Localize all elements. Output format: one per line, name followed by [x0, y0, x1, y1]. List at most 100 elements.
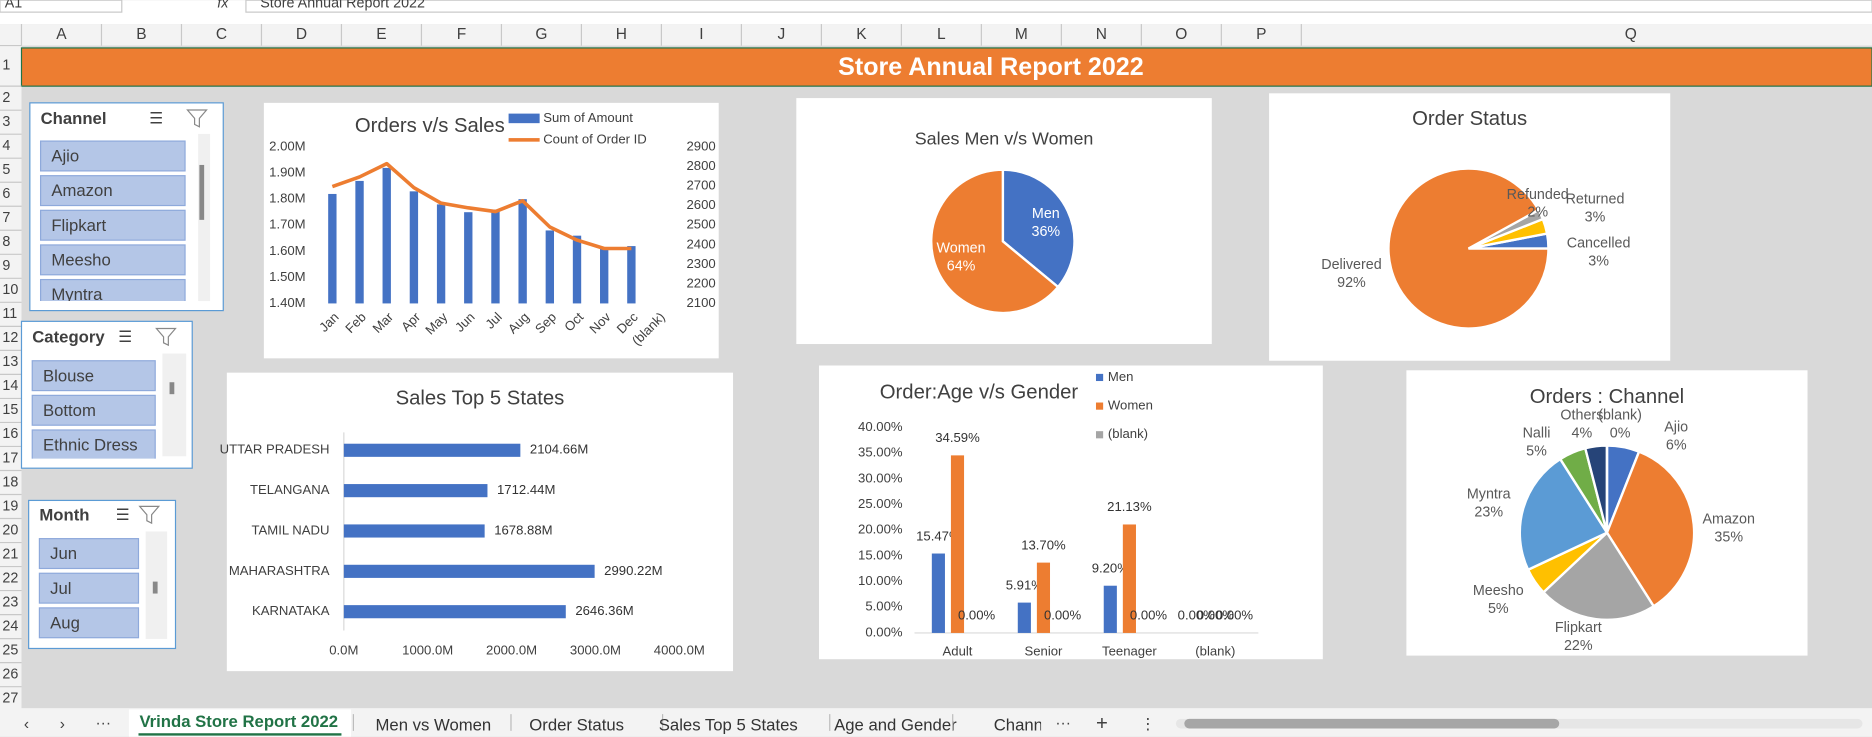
- slicer-scroll-thumb[interactable]: [169, 382, 175, 395]
- bar: [1103, 585, 1117, 633]
- slicer-item[interactable]: [38, 607, 140, 639]
- pie-label-name: Delivered: [1321, 257, 1381, 273]
- pie-label: Meesho 5%: [1473, 583, 1524, 617]
- y-tick-label: 30.00%: [858, 470, 903, 485]
- row-header: 14: [2, 378, 18, 394]
- h-scroll-thumb[interactable]: [1184, 718, 1560, 729]
- name-box[interactable]: [0, 0, 123, 13]
- slicer-item-label: Bottom: [43, 401, 96, 420]
- slicer-title: Category: [32, 327, 105, 346]
- x-tick-label: Senior: [1024, 644, 1063, 659]
- tab-next[interactable]: ›: [60, 716, 65, 733]
- pie-label-name: Cancelled: [1567, 236, 1631, 252]
- bar: [1122, 524, 1136, 633]
- pie-label: Delivered 92%: [1321, 257, 1381, 291]
- clear-filter-icon[interactable]: [155, 327, 177, 347]
- multi-select-icon: ☰: [116, 507, 130, 524]
- pie-slice: [1518, 457, 1609, 572]
- pie-label: Ajio 6%: [1664, 419, 1688, 453]
- sheet-tab[interactable]: Chann: [994, 715, 1043, 734]
- y-tick-label: 5.00%: [865, 599, 903, 614]
- y-tick-label: 2.00M: [269, 139, 305, 154]
- title-banner: [20, 47, 1872, 87]
- pie-label-name: Women: [937, 240, 986, 256]
- y-tick-label: 1.70M: [269, 217, 305, 232]
- row-header: 8: [2, 234, 10, 250]
- slicer-item[interactable]: [39, 278, 186, 310]
- slicer-frame: [29, 102, 224, 312]
- y-tick-label: 40.00%: [858, 419, 903, 434]
- row-header: 22: [2, 570, 18, 586]
- data-label: 21.13%: [1107, 499, 1152, 514]
- pie-label-value: 3%: [1588, 253, 1609, 269]
- row-header: 20: [2, 522, 18, 538]
- formula-text: Store Annual Report 2022: [260, 0, 425, 12]
- bar: [464, 212, 473, 304]
- row-header: 5: [2, 162, 10, 178]
- formula-input[interactable]: [245, 0, 1872, 13]
- slicer-item[interactable]: [39, 140, 186, 172]
- row-header: 10: [2, 282, 18, 298]
- bar: [518, 199, 527, 304]
- chart-title: Order Status: [1412, 108, 1527, 130]
- chart: Orders v/s Sales 1.40M 1.50M 1.60M 1.70M 1.80…: [263, 102, 719, 359]
- sheet-tab[interactable]: Vrinda Store Report 2022: [139, 712, 338, 731]
- y-tick-label: 15.00%: [858, 547, 903, 562]
- pie-label-name: Refunded: [1507, 187, 1569, 203]
- slicer-item[interactable]: [39, 244, 186, 276]
- y2-tick-label: 2100: [686, 295, 715, 310]
- tab-more[interactable]: ···: [96, 715, 112, 732]
- y-tick-label: 25.00%: [858, 496, 903, 511]
- sheet-tab[interactable]: Age and Gender: [834, 715, 957, 734]
- pie-label: Returned 3%: [1566, 191, 1625, 225]
- slicer-scroll-thumb[interactable]: [152, 581, 158, 594]
- slicer-item-label: Myntra: [51, 285, 103, 304]
- clear-filter-icon[interactable]: [186, 109, 208, 128]
- pie-label-name: Others: [1560, 407, 1603, 423]
- row-header: 9: [2, 258, 10, 274]
- pie-label-value: 64%: [947, 258, 976, 274]
- y2-tick-label: 2900: [686, 139, 715, 154]
- clear-filter-icon[interactable]: [138, 505, 161, 525]
- slicer-item[interactable]: [31, 360, 156, 392]
- pie-label-value: 5%: [1488, 601, 1509, 617]
- slicer-item-label: Ajio: [51, 147, 79, 166]
- pie-slice: [1605, 450, 1696, 608]
- pie-label-name: Amazon: [1702, 511, 1755, 527]
- row-header: 6: [2, 186, 10, 202]
- bar: [545, 230, 555, 304]
- chart: Sales Top 5 States 0.0M 1000.0M 2000.0M 3000…: [220, 372, 734, 672]
- pie-slice: [1387, 167, 1550, 330]
- y-tick-label: 35.00%: [858, 445, 903, 460]
- data-label: 1678.88M: [494, 522, 552, 537]
- slicer-item[interactable]: [39, 175, 186, 207]
- x-tick-label: 0.0M: [329, 642, 358, 657]
- chart: Sales Men v/s Women Men 36% Women 64%: [796, 98, 1212, 345]
- slicer-item[interactable]: [31, 429, 156, 460]
- slicer-item[interactable]: [39, 209, 186, 241]
- row-header: 26: [2, 666, 18, 682]
- pie-label: Amazon 35%: [1702, 511, 1755, 545]
- pie-label-value: 23%: [1474, 504, 1503, 520]
- bar: [1017, 602, 1031, 633]
- tab-prev[interactable]: ‹: [24, 716, 29, 733]
- sheet-menu[interactable]: ⋮: [1140, 716, 1156, 733]
- active-tab: [128, 709, 351, 737]
- data-label: 0.00%: [958, 608, 996, 623]
- pie-label-name: Flipkart: [1555, 620, 1602, 636]
- sheet-tab[interactable]: Sales Top 5 States: [659, 715, 798, 734]
- slicer: Category ☰ Blouse Bottom Ethnic Dress: [20, 320, 193, 469]
- add-sheet[interactable]: +: [1096, 713, 1108, 735]
- slicer-item[interactable]: [38, 572, 140, 604]
- slicer-item[interactable]: [31, 394, 156, 426]
- bar: [343, 524, 485, 538]
- column-header: O: [1175, 26, 1187, 43]
- slicer-scroll-thumb[interactable]: [199, 164, 205, 220]
- slicer-item[interactable]: [38, 538, 140, 570]
- sheet-tab[interactable]: Order Status: [529, 715, 624, 734]
- bar: [491, 209, 500, 304]
- tab-more-right[interactable]: ···: [1055, 715, 1071, 732]
- sheet-tab[interactable]: Men vs Women: [376, 715, 492, 734]
- y-tick-label: 1.80M: [269, 191, 305, 206]
